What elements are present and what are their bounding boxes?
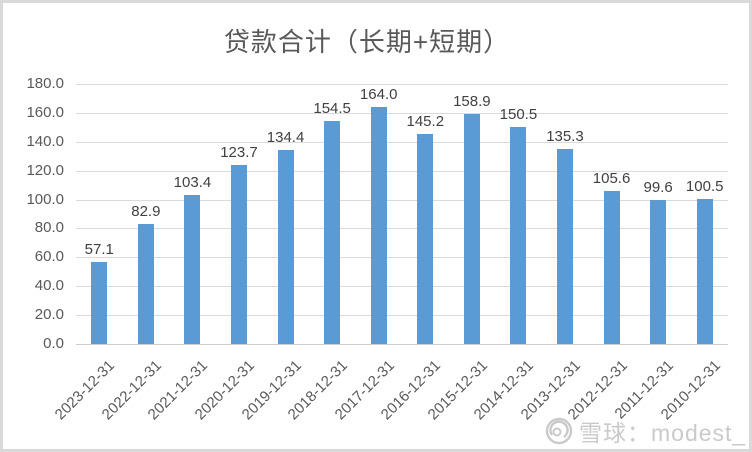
gridline <box>76 84 728 85</box>
bar-value-label: 123.7 <box>220 144 258 162</box>
x-axis-tick-label: 2018-12-31 <box>284 357 352 424</box>
bar-value-label: 99.6 <box>643 179 673 197</box>
gridline <box>76 228 728 230</box>
bar <box>417 134 434 344</box>
gridline <box>76 315 728 317</box>
x-axis-tick-label: 2022-12-31 <box>98 357 165 424</box>
x-axis-tick-label: 2015-12-31 <box>424 357 491 424</box>
y-axis-tick-label: 80.0 <box>34 219 64 237</box>
gridline <box>76 286 728 288</box>
y-axis-tick-label: 140.0 <box>26 132 64 150</box>
bar-value-label: 135.3 <box>546 127 584 145</box>
snowball-logo-icon <box>545 417 573 445</box>
y-axis-tick-label: 60.0 <box>34 248 64 266</box>
y-axis-tick-label: 100.0 <box>26 190 64 208</box>
y-axis-tick-label: 120.0 <box>26 161 64 179</box>
bar <box>91 261 108 344</box>
x-axis-tick-label: 2020-12-31 <box>191 357 259 424</box>
gridline <box>76 170 728 172</box>
bar-value-label: 57.1 <box>84 240 114 258</box>
bar-value-label: 154.5 <box>313 99 351 117</box>
gridline <box>76 141 728 143</box>
y-axis-tick-label: 0.0 <box>43 335 64 352</box>
gridline <box>76 112 728 114</box>
bar-value-label: 103.4 <box>173 173 212 191</box>
bar-value-label: 105.6 <box>592 170 631 188</box>
bar <box>137 224 154 344</box>
gridline <box>76 257 728 259</box>
gridline <box>76 344 728 345</box>
x-axis-tick-label: 2021-12-31 <box>145 357 212 424</box>
y-axis-tick-label: 160.0 <box>26 103 64 121</box>
bar-value-label: 100.5 <box>685 177 724 195</box>
bar <box>324 120 341 344</box>
gridline <box>76 199 728 201</box>
bar-value-label: 158.9 <box>453 93 491 111</box>
bar <box>650 200 667 344</box>
bar <box>557 148 573 344</box>
bar <box>184 194 201 344</box>
x-axis-tick-label: 2016-12-31 <box>378 357 445 424</box>
watermark: 雪球：modest_ <box>545 414 746 448</box>
bar <box>370 107 387 344</box>
x-axis-tick-label: 2017-12-31 <box>331 357 398 424</box>
watermark-text: 雪球：modest_ <box>579 420 747 446</box>
y-axis-tick-label: 180.0 <box>26 75 64 92</box>
bar-value-label: 134.4 <box>266 128 305 146</box>
y-axis-tick-label: 20.0 <box>34 306 64 324</box>
chart-title: 贷款合计（长期+短期） <box>223 27 511 57</box>
bar <box>277 149 294 344</box>
x-axis-tick-label: 2023-12-31 <box>52 357 119 424</box>
bar-value-label: 164.0 <box>359 86 398 104</box>
bar <box>510 126 527 344</box>
y-axis-tick-label: 40.0 <box>34 277 64 295</box>
x-axis-tick-label: 2019-12-31 <box>238 357 305 424</box>
bar <box>603 191 620 344</box>
bar-value-label: 150.5 <box>499 105 538 123</box>
bar-value-label: 82.9 <box>131 203 161 221</box>
bar <box>231 165 247 344</box>
bar <box>463 114 480 344</box>
bar-value-label: 145.2 <box>406 113 445 131</box>
bar <box>696 198 713 344</box>
x-axis-tick-label: 2014-12-31 <box>471 357 538 424</box>
